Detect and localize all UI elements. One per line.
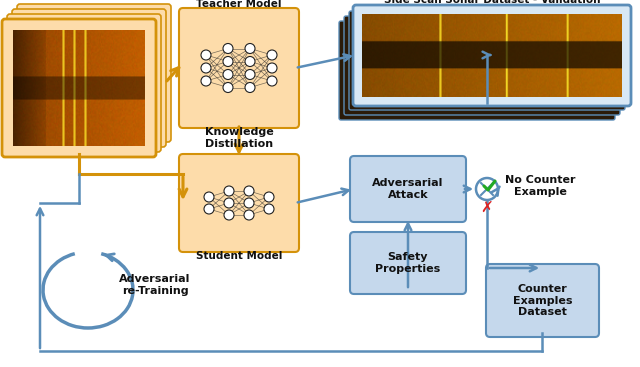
FancyBboxPatch shape [17, 4, 171, 142]
Circle shape [223, 44, 233, 54]
FancyBboxPatch shape [2, 19, 156, 157]
Circle shape [223, 69, 233, 80]
Circle shape [244, 186, 254, 196]
Circle shape [264, 204, 274, 214]
FancyBboxPatch shape [179, 8, 299, 128]
Text: Adversarial
Attack: Adversarial Attack [372, 178, 444, 200]
Circle shape [204, 204, 214, 214]
FancyBboxPatch shape [179, 154, 299, 252]
FancyBboxPatch shape [350, 232, 466, 294]
Text: Counter
Examples
Dataset: Counter Examples Dataset [513, 284, 572, 317]
Circle shape [224, 186, 234, 196]
Text: Side Scan Sonar Dataset - Validation: Side Scan Sonar Dataset - Validation [384, 0, 600, 5]
FancyBboxPatch shape [12, 9, 166, 147]
Circle shape [244, 198, 254, 208]
Circle shape [267, 50, 277, 60]
Circle shape [244, 210, 254, 220]
FancyBboxPatch shape [353, 5, 631, 106]
Text: No Counter
Example: No Counter Example [505, 175, 575, 197]
Circle shape [204, 192, 214, 202]
Circle shape [476, 178, 498, 200]
Circle shape [267, 76, 277, 86]
FancyBboxPatch shape [350, 156, 466, 222]
FancyBboxPatch shape [7, 14, 161, 152]
Circle shape [223, 57, 233, 66]
Circle shape [224, 198, 234, 208]
Circle shape [245, 83, 255, 92]
Circle shape [224, 210, 234, 220]
Text: ✗: ✗ [481, 200, 493, 215]
Text: Student Model: Student Model [196, 251, 282, 261]
Circle shape [201, 63, 211, 73]
Circle shape [245, 44, 255, 54]
FancyBboxPatch shape [486, 264, 599, 337]
Circle shape [201, 76, 211, 86]
FancyBboxPatch shape [349, 11, 625, 110]
Circle shape [267, 63, 277, 73]
Text: Knowledge
Distillation: Knowledge Distillation [205, 127, 273, 149]
Text: Adversarial
re-Training: Adversarial re-Training [119, 274, 191, 296]
FancyBboxPatch shape [344, 16, 620, 115]
Text: Safety
Properties: Safety Properties [376, 252, 440, 274]
Circle shape [264, 192, 274, 202]
Circle shape [245, 69, 255, 80]
Text: Teacher Model: Teacher Model [196, 0, 282, 9]
FancyBboxPatch shape [339, 21, 615, 120]
Circle shape [201, 50, 211, 60]
Circle shape [223, 83, 233, 92]
Circle shape [245, 57, 255, 66]
